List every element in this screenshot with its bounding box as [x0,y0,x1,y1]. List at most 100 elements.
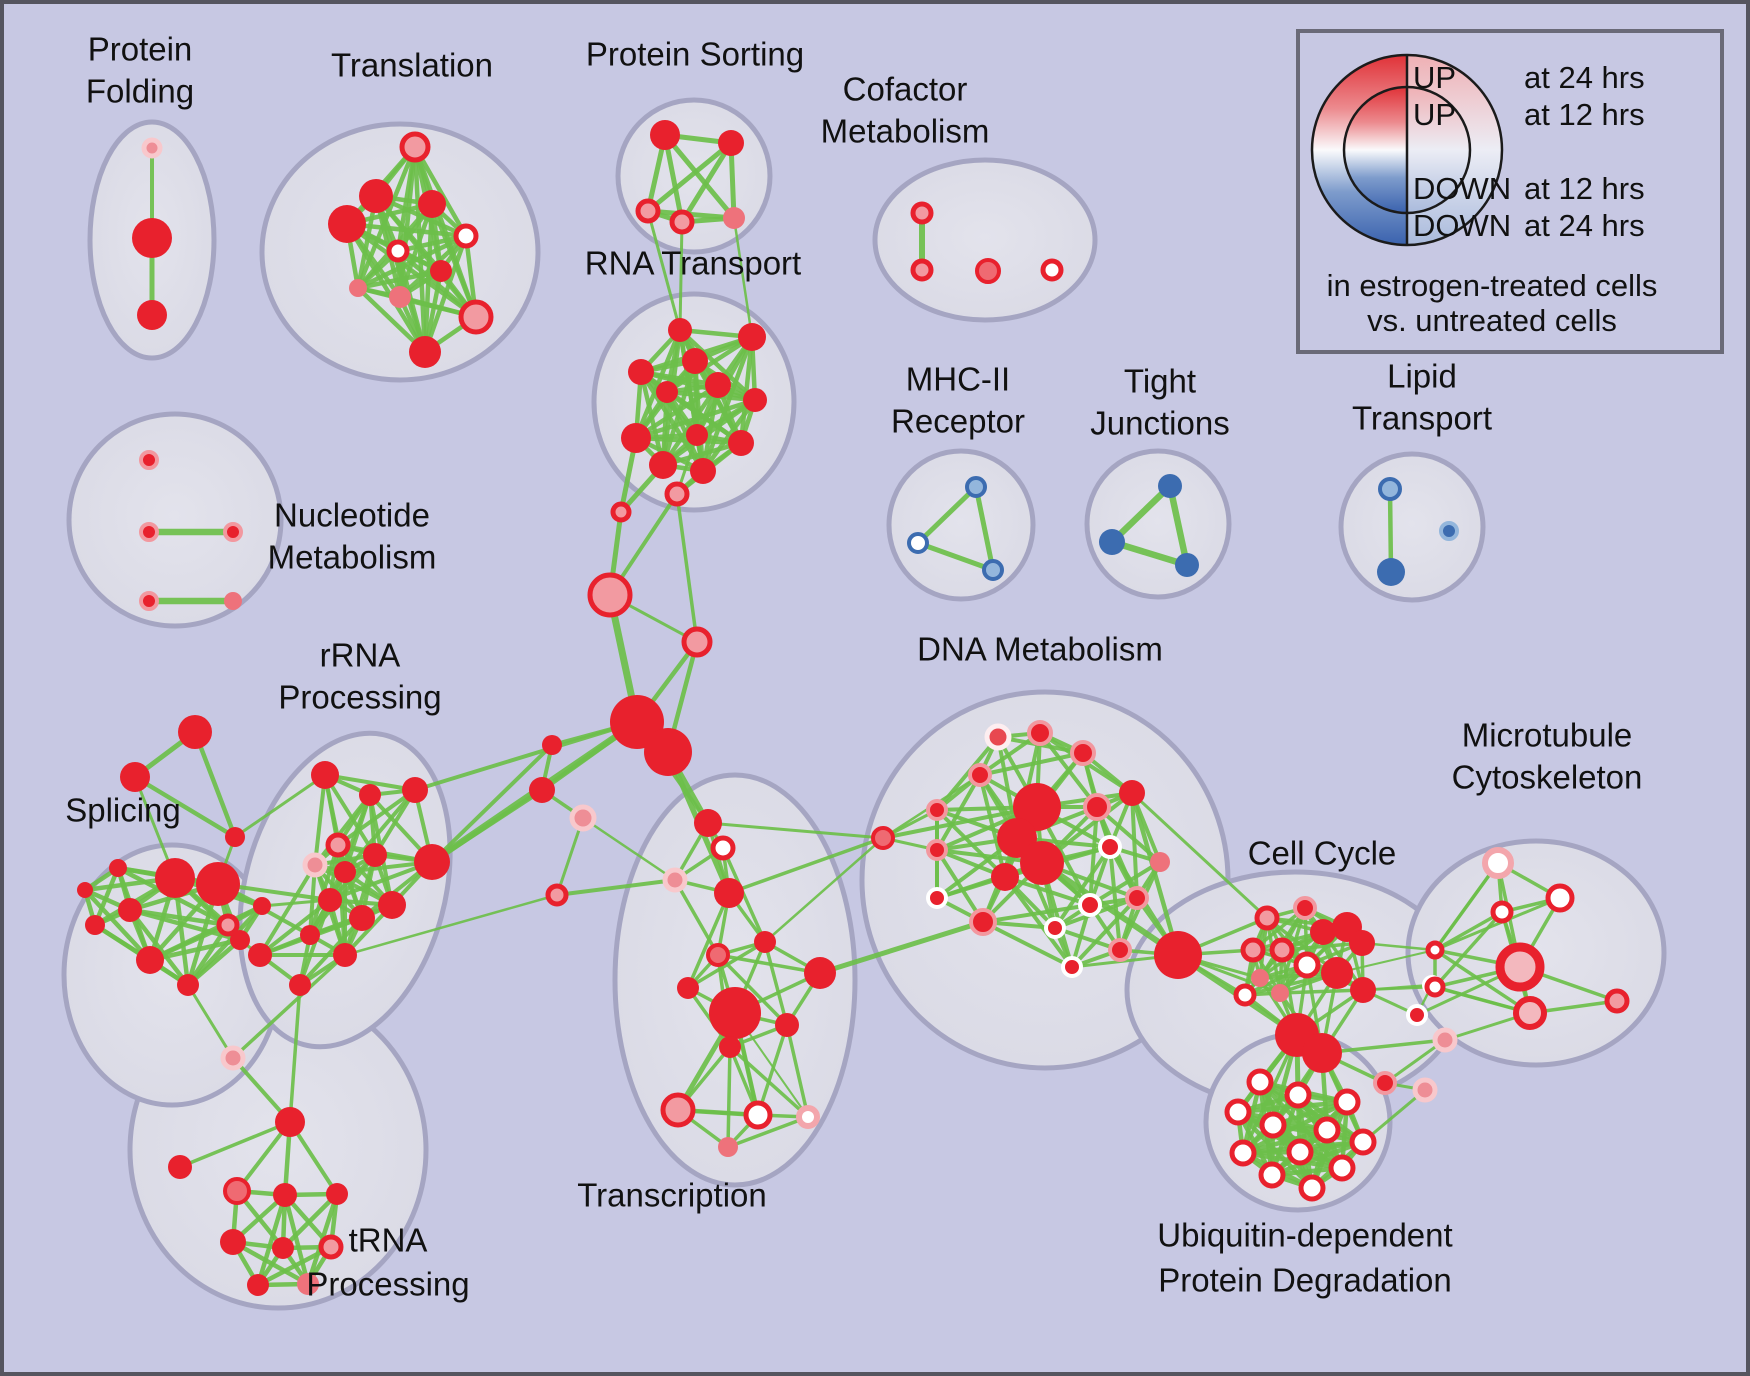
network-edge [756,1023,789,1117]
node-r9 [686,424,708,446]
node-t3 [418,190,446,218]
network-edge [763,940,789,1027]
node-tn9 [247,1274,269,1296]
network-edge [344,221,428,355]
node-rr15 [289,974,311,996]
node-lt1 [1378,477,1402,501]
network-edge [1129,790,1181,958]
node-cc22 [1412,1077,1438,1103]
network-edge [646,209,682,332]
legend-state-up-24: UP [1413,60,1456,95]
node-rr3 [402,777,428,803]
legend-time-12b: at 12 hrs [1524,171,1645,206]
network-edge [727,836,885,895]
node-r5 [705,372,731,398]
network-edge [1433,948,1532,1015]
network-edge [581,816,677,882]
node-r12 [690,458,716,484]
node-tn4 [273,1183,297,1207]
network-edge [881,805,1039,840]
network-edge [1280,941,1364,952]
network-edge [1240,1127,1330,1156]
node-d13 [1098,835,1122,859]
node-d2 [1027,720,1053,746]
network-edge [763,836,885,944]
legend-time-24b: at 24 hrs [1524,208,1645,243]
node-tj2 [1099,529,1125,555]
node-u4 [1224,1098,1252,1126]
network-edge [343,853,377,957]
cluster-bubble-cofactor-metabolism [872,157,1098,323]
network-edge [981,920,1074,969]
node-t11 [409,336,441,368]
network-edge [127,907,231,928]
network-edge [664,389,706,474]
node-tr2 [710,835,736,861]
network-edge [1108,482,1174,546]
cluster-label: Metabolism [821,113,990,150]
node-u2 [1284,1081,1312,1109]
node-sp4 [85,915,105,935]
cluster-label: Folding [86,73,194,110]
node-u6 [1313,1116,1341,1144]
node-rr9 [318,888,342,912]
node-tr8 [706,943,730,967]
network-edge [706,821,885,840]
node-tr12 [709,987,761,1039]
network-edge [935,735,1000,812]
node-d8 [926,839,948,861]
node-c1 [871,826,895,850]
node-tr4 [714,878,744,908]
network-edge [915,484,979,546]
node-cc10 [1251,969,1269,987]
node-u9 [1286,1138,1314,1166]
node-mt8 [1604,988,1630,1014]
network-edge [1070,896,1139,969]
cluster-label: Translation [331,47,493,84]
node-tn8 [318,1234,344,1260]
cluster-label: Microtubule [1462,717,1633,754]
cluster-label: Transport [1352,400,1492,437]
node-sp11 [216,913,240,937]
network-edge [645,140,734,214]
cluster-label: Transcription [577,1177,767,1214]
node-d21 [1150,852,1170,872]
node-rr12 [300,925,320,945]
node-rr11 [378,891,406,919]
node-tr9 [677,977,699,999]
cluster-label: Processing [306,1266,469,1303]
node-d5 [926,799,948,821]
cluster-label: Protein [88,31,193,68]
network-edge [1108,538,1191,569]
cluster-label: tRNA [349,1222,428,1259]
network-edge [633,397,758,441]
node-n1 [139,450,159,470]
legend-time-24: at 24 hrs [1524,60,1645,95]
network-edge [258,863,317,957]
network-edge [915,540,996,573]
network-edge [313,793,372,867]
network-edge [192,729,238,840]
network-edge [92,865,121,928]
cluster-label: Splicing [65,792,181,829]
network-edge [726,1115,810,1149]
node-sp8 [253,897,271,915]
node-d6 [1083,793,1111,821]
node-cc21 [1373,1071,1397,1095]
node-n5 [224,592,242,610]
network-edge [1130,791,1269,920]
node-h4 [587,572,633,618]
node-cc16 [1350,977,1376,1003]
node-n3 [223,522,243,542]
node-tj1 [1158,474,1182,498]
node-pf2 [132,218,172,258]
network-edge [185,903,265,988]
node-d11 [1020,841,1064,885]
network-edge [313,773,327,867]
cluster-label: Junctions [1090,405,1229,442]
node-tn7 [272,1237,294,1259]
node-r6 [656,381,678,403]
node-sp10 [77,882,93,898]
node-tr17 [718,1137,738,1157]
node-d12 [991,863,1019,891]
